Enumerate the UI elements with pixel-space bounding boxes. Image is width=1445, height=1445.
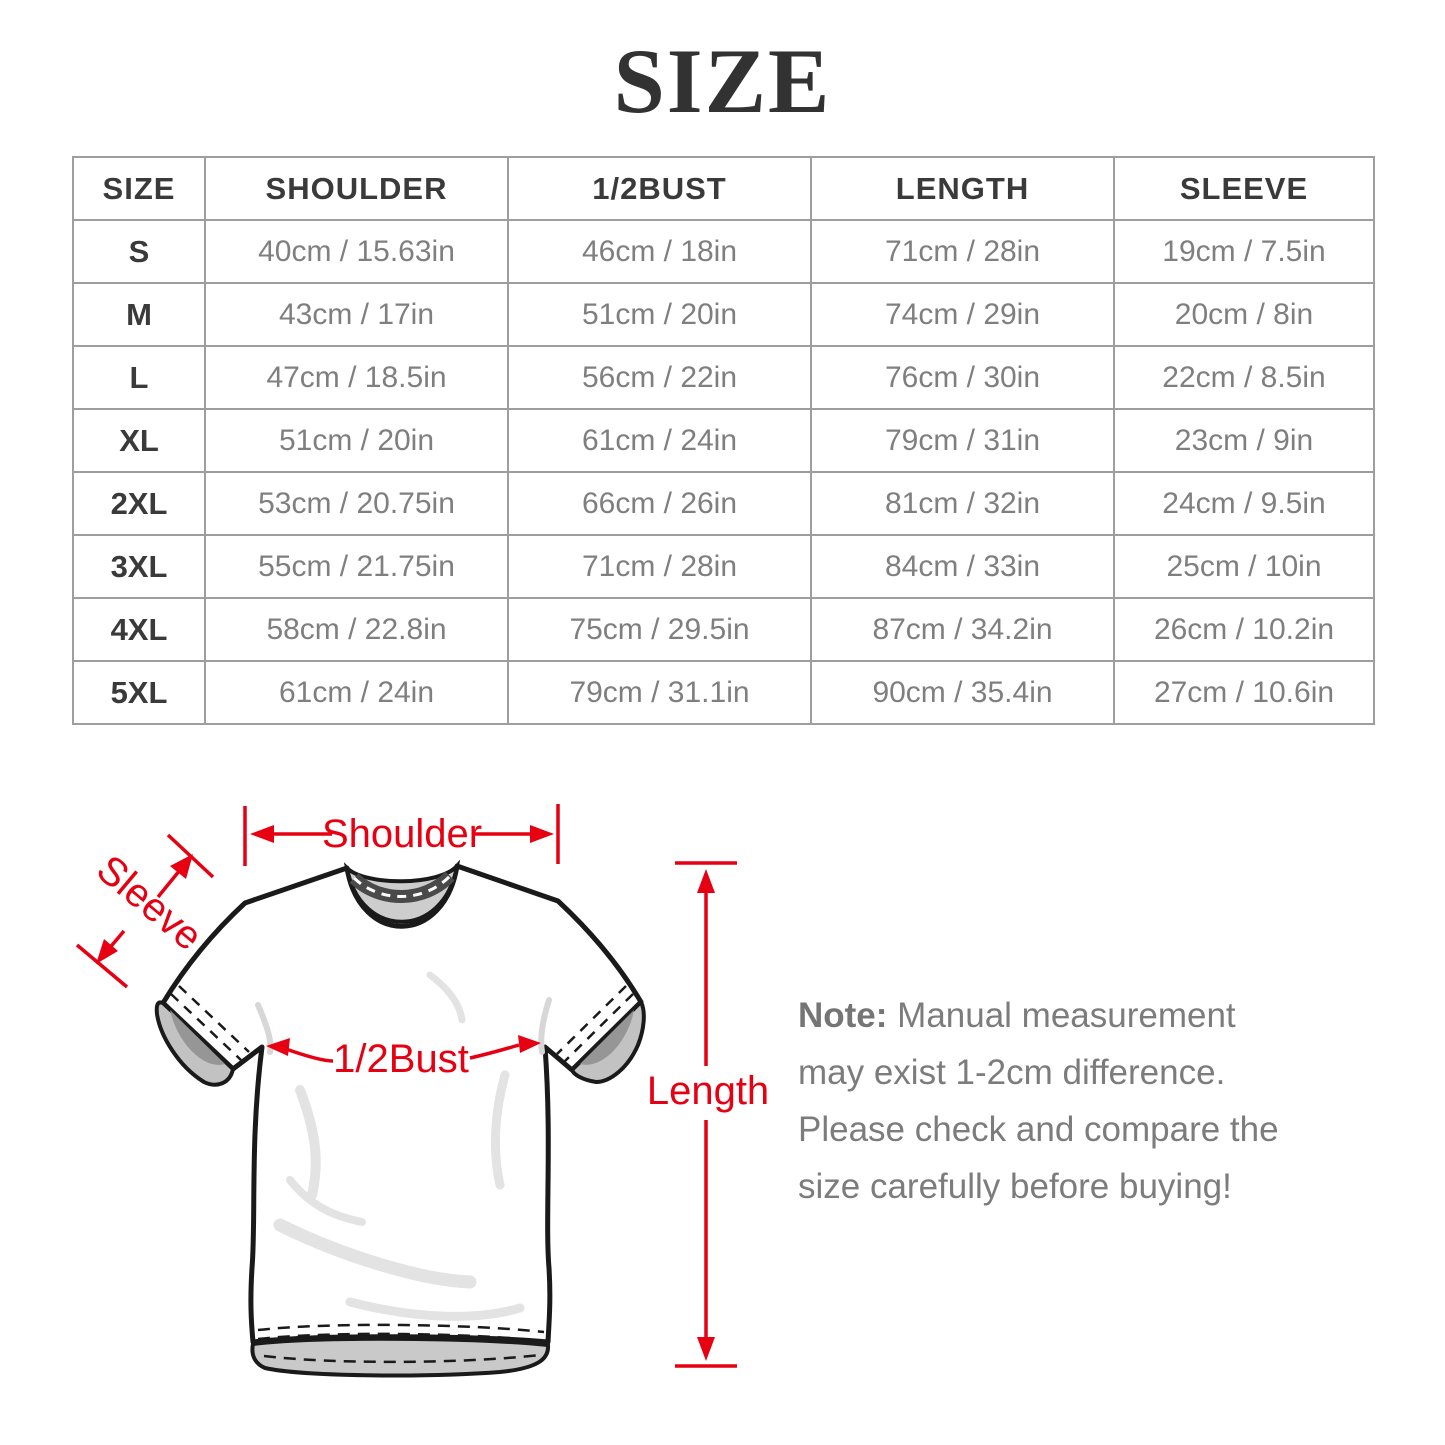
measurement-cell: 47cm / 18.5in [204,345,509,410]
measurement-cell: 87cm / 34.2in [810,597,1115,662]
right-cuff-shadow [580,1010,634,1065]
header-halfbust: 1/2BUST [507,156,812,221]
tshirt-illustration [154,859,646,1378]
size-cell: 5XL [72,660,206,725]
measurement-cell: 22cm / 8.5in [1113,345,1375,410]
measurement-cell: 56cm / 22in [507,345,812,410]
size-cell: M [72,282,206,347]
shoulder-measure: Shoulder [243,804,560,866]
sleeve-tick-lower [75,943,129,989]
table-row: M 43cm / 17in 51cm / 20in 74cm / 29in 20cm /… [72,282,1375,347]
measurement-cell: 71cm / 28in [507,534,812,599]
measurement-cell: 79cm / 31in [810,408,1115,473]
measurement-cell: 46cm / 18in [507,219,812,284]
table-row: 4XL 58cm / 22.8in 75cm / 29.5in 87cm / 34.2… [72,597,1375,662]
measurement-cell: 61cm / 24in [507,408,812,473]
header-size: SIZE [72,156,206,221]
size-cell: 2XL [72,471,206,536]
sleeve-arrow-upper [170,854,193,879]
measurement-cell: 75cm / 29.5in [507,597,812,662]
measurement-cell: 55cm / 21.75in [204,534,509,599]
hem-roll [250,1336,551,1378]
table-row: S 40cm / 15.63in 46cm / 18in 71cm / 28in 19c… [72,219,1375,284]
measurement-cell: 66cm / 26in [507,471,812,536]
table-row: 3XL 55cm / 21.75in 71cm / 28in 84cm / 33in 2… [72,534,1375,599]
measurement-cell: 24cm / 9.5in [1113,471,1375,536]
page-title: SIZE [613,30,832,132]
size-table-body: S 40cm / 15.63in 46cm / 18in 71cm / 28in 19c… [72,219,1375,725]
measurement-cell: 40cm / 15.63in [204,219,509,284]
length-arrow-down [697,1337,715,1361]
half-bust-label: 1/2Bust [333,1037,469,1081]
header-length: LENGTH [810,156,1115,221]
measurement-cell: 79cm / 31.1in [507,660,812,725]
header-sleeve: SLEEVE [1113,156,1375,221]
measurement-cell: 81cm / 32in [810,471,1115,536]
note-text: Note: Manual measurement may exist 1-2cm… [798,987,1288,1215]
measurement-cell: 20cm / 8in [1113,282,1375,347]
measurement-cell: 61cm / 24in [204,660,509,725]
measurement-cell: 25cm / 10in [1113,534,1375,599]
measurement-cell: 76cm / 30in [810,345,1115,410]
table-row: 5XL 61cm / 24in 79cm / 31.1in 90cm / 35.4in… [72,660,1375,725]
wrinkle-shading [255,971,552,1321]
size-cell: XL [72,408,206,473]
measurement-cell: 27cm / 10.6in [1113,660,1375,725]
measurement-cell: 71cm / 28in [810,219,1115,284]
half-bust-measure: 1/2Bust [266,1035,541,1081]
sleeve-arrow-lower [96,939,118,964]
size-cell: L [72,345,206,410]
measurement-cell: 53cm / 20.75in [204,471,509,536]
shoulder-arrow-left [250,825,274,843]
measurement-cell: 90cm / 35.4in [810,660,1115,725]
measurement-cell: 51cm / 20in [204,408,509,473]
measurement-cell: 19cm / 7.5in [1113,219,1375,284]
header-row: SIZE SHOULDER 1/2BUST LENGTH SLEEVE [72,156,1375,221]
measurement-cell: 43cm / 17in [204,282,509,347]
right-cuff-stitches [556,985,634,1063]
size-cell: S [72,219,206,284]
hem-roll-stitch [263,1353,541,1364]
measurement-cell: 58cm / 22.8in [204,597,509,662]
note-body: Manual measurement may exist 1-2cm diffe… [798,996,1279,1206]
left-cuff-shadow [170,1010,225,1065]
measurement-cell: 26cm / 10.2in [1113,597,1375,662]
measurement-cell: 74cm / 29in [810,282,1115,347]
shoulder-arrow-right [530,825,554,843]
measurement-cell: 23cm / 9in [1113,408,1375,473]
table-row: XL 51cm / 20in 61cm / 24in 79cm / 31in 23cm … [72,408,1375,473]
half-bust-arrow-left [266,1038,290,1056]
half-bust-arrow-right [518,1035,541,1053]
table-row: 2XL 53cm / 20.75in 66cm / 26in 81cm / 32in 2… [72,471,1375,536]
length-label: Length [647,1069,769,1113]
header-shoulder: SHOULDER [204,156,509,221]
shoulder-label: Shoulder [322,812,482,856]
length-measure: Length [647,861,769,1368]
left-cuff-stitches [170,985,250,1061]
length-arrow-up [697,869,715,893]
collar-tape-stitch [352,874,452,898]
table-row: L 47cm / 18.5in 56cm / 22in 76cm / 30in 22cm… [72,345,1375,410]
note-prefix: Note: [798,996,888,1035]
measurement-cell: 84cm / 33in [810,534,1115,599]
size-cell: 4XL [72,597,206,662]
size-table: SIZE SHOULDER 1/2BUST LENGTH SLEEVE S 40c… [72,156,1375,725]
measurement-cell: 51cm / 20in [507,282,812,347]
size-cell: 3XL [72,534,206,599]
size-table-header: SIZE SHOULDER 1/2BUST LENGTH SLEEVE [72,156,1375,221]
hem-stitches [257,1323,545,1343]
